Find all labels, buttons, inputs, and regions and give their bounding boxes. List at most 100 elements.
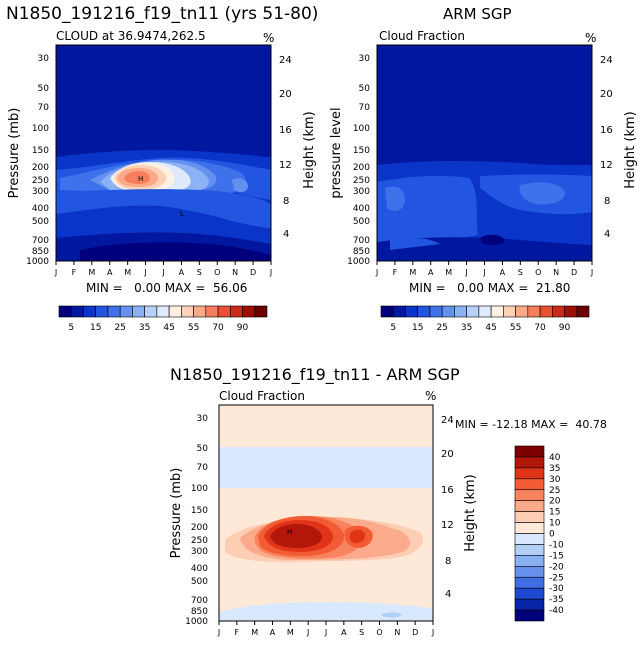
diff-colorbar-swatch [514, 511, 545, 523]
model-ytick-1000: 1000 [26, 257, 49, 267]
obs-xtick-label: J [482, 268, 485, 277]
diff-high-marker: H [287, 528, 292, 536]
model-ytick-200: 200 [32, 163, 49, 173]
diff-km-16: 16 [441, 485, 454, 496]
diff-xtick-label: O [376, 628, 382, 637]
model-side-patch [232, 178, 248, 193]
model-xtick-label: J [161, 268, 164, 277]
obs-xtick-label: J [590, 268, 593, 277]
panel-obs-subtitle: Cloud Fraction [379, 29, 465, 43]
obs-colorbar: 5 15 25 35 45 55 70 90 [380, 305, 590, 333]
obs-colorbar-label: 70 [534, 323, 546, 333]
obs-ytick-700: 700 [353, 236, 370, 246]
obs-xtick-label: A [500, 268, 506, 277]
model-colorbar-swatch [83, 305, 97, 318]
diff-colorbar-label: -30 [549, 584, 564, 594]
diff-colorbar-swatch [514, 500, 545, 512]
diff-surface-negative [219, 602, 433, 621]
model-right-label: Height (km) [302, 111, 317, 188]
obs-colorbar-label: 5 [390, 323, 396, 333]
diff-colorbar-label: 20 [549, 497, 561, 507]
diff-xtick-label: A [270, 628, 276, 637]
model-xtick-label: A [107, 268, 113, 277]
obs-right-axis: 24 20 16 12 8 4 [600, 55, 613, 240]
obs-ytick-500: 500 [353, 217, 370, 227]
obs-left-label: pressure level [329, 107, 344, 198]
obs-contour-field [377, 45, 592, 261]
model-band-10 [124, 171, 150, 184]
diff-ytick-150: 150 [191, 506, 208, 516]
diff-colorbar-label: 15 [549, 508, 560, 518]
diff-colorbar-swatch [514, 587, 545, 600]
diff-xtick-label: J [217, 628, 220, 637]
obs-ytick-400: 400 [353, 204, 370, 214]
obs-xtick-label: M [409, 268, 416, 277]
panel-obs-units: % [585, 31, 596, 45]
panel-model: N1850_191216_f19_tn11 (yrs 51-80) CLOUD … [6, 4, 318, 295]
diff-colorbar-swatch [514, 522, 545, 534]
model-surface-min [80, 242, 271, 261]
model-colorbar-label: 90 [237, 323, 249, 333]
panel-diff-subtitle: Cloud Fraction [219, 389, 305, 403]
obs-colorbar-label: 25 [436, 323, 447, 333]
obs-colorbar-swatch [503, 305, 516, 318]
diff-right-label: Height (km) [463, 474, 478, 551]
obs-km-8: 8 [604, 196, 610, 207]
model-colorbar-swatch [132, 305, 145, 318]
obs-ytick-100: 100 [353, 124, 370, 134]
model-km-4: 4 [283, 229, 289, 240]
model-ytick-150: 150 [32, 146, 49, 156]
model-ytick-30: 30 [38, 54, 50, 64]
obs-xtick-label: J [375, 268, 378, 277]
obs-field-upper-dry [377, 45, 592, 165]
panel-model-subtitle: CLOUD at 36.9474,262.5 [56, 29, 206, 43]
obs-xtick-label: M [445, 268, 452, 277]
diff-km-12: 12 [441, 520, 454, 531]
model-right-axis: 24 20 16 12 8 4 [279, 55, 292, 240]
model-colorbar-label: 5 [68, 323, 74, 333]
diff-xtick-label: J [306, 628, 309, 637]
diff-colorbar-label: 40 [549, 453, 561, 463]
model-colorbar-swatch [229, 305, 243, 318]
model-colorbar-swatch [205, 305, 219, 318]
obs-ytick-70: 70 [359, 103, 371, 113]
obs-ytick-250: 250 [353, 176, 370, 186]
model-colorbar-label: 15 [90, 323, 101, 333]
diff-colorbar-swatch [514, 467, 545, 480]
diff-ytick-70: 70 [197, 463, 209, 473]
model-km-16: 16 [279, 125, 292, 136]
diff-ytick-700: 700 [191, 596, 208, 606]
diff-ytick-250: 250 [191, 536, 208, 546]
diff-colorbar-label: -25 [549, 573, 564, 583]
model-lower-band-2 [56, 207, 271, 240]
diff-colorbar-label: 10 [549, 519, 561, 529]
obs-ytick-50: 50 [359, 84, 371, 94]
model-ytick-700: 700 [32, 236, 49, 246]
obs-colorbar-swatch [551, 305, 565, 318]
diff-minmax: MIN = -12.18 MAX = 40.78 [455, 418, 607, 431]
model-km-12: 12 [279, 160, 292, 171]
obs-colorbar-swatch [466, 305, 480, 318]
obs-colorbar-label: 90 [559, 323, 571, 333]
diff-ytick-1000: 1000 [185, 617, 208, 627]
diff-xtick-label: D [412, 628, 418, 637]
model-xtick-label: S [197, 268, 202, 277]
obs-colorbar-swatch [441, 305, 455, 318]
model-colorbar-swatch [217, 305, 231, 318]
diff-side-core [349, 529, 366, 544]
model-km-24: 24 [279, 55, 292, 66]
diff-colorbar-label: 25 [549, 486, 560, 496]
diff-colorbar-swatch [514, 576, 545, 589]
obs-colorbar-label: 35 [461, 323, 472, 333]
model-colorbar-label: 55 [188, 323, 199, 333]
obs-xtick-label: N [553, 268, 559, 277]
model-ytick-850: 850 [32, 247, 49, 257]
diff-field-base [219, 405, 433, 621]
model-xtick-label: J [54, 268, 57, 277]
diff-ytick-200: 200 [191, 523, 208, 533]
diff-xtick-label: A [341, 628, 347, 637]
